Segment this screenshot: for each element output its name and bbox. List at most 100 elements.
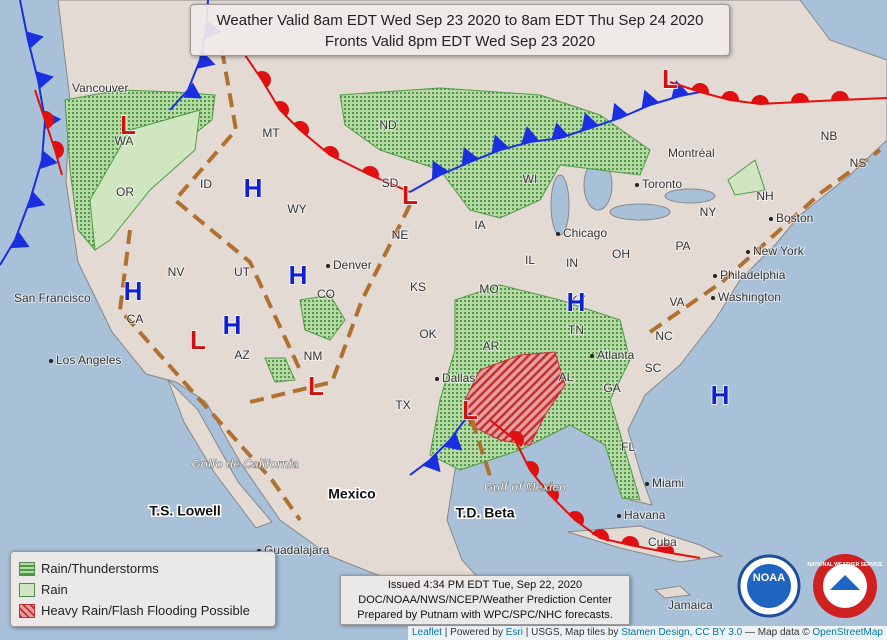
city-dot <box>435 377 439 381</box>
header-line: Weather Valid 8am EDT Wed Sep 23 2020 to… <box>216 12 704 29</box>
storm-label: T.S. Lowell <box>149 503 221 519</box>
city-label: New York <box>753 244 805 258</box>
legend-item: Heavy Rain/Flash Flooding Possible <box>19 600 267 621</box>
header-line: Fronts Valid 8pm EDT Wed Sep 23 2020 <box>324 33 596 50</box>
city-label: Vancouver <box>72 81 128 95</box>
state-label: OR <box>116 185 134 199</box>
troughs <box>117 49 882 522</box>
state-label: KS <box>410 280 426 294</box>
state-label: MT <box>262 126 280 140</box>
state-label: NB <box>821 129 838 143</box>
state-label: NV <box>168 265 185 279</box>
city-label: Boston <box>776 211 813 225</box>
osm-link[interactable]: OpenStreetMap <box>812 627 883 638</box>
high-pressure: H <box>711 380 730 410</box>
state-label: SD <box>382 176 399 190</box>
attribution: Leaflet | Powered by Esri | USGS, Map ti… <box>407 626 887 640</box>
state-label: AZ <box>234 348 249 362</box>
stamen-link[interactable]: Stamen Design <box>621 627 690 638</box>
issued-line: Prepared by Putnam with WPC/SPC/NHC fore… <box>357 609 613 621</box>
legend-label: Rain <box>41 582 68 597</box>
state-label: GA <box>603 381 620 395</box>
state-label: TN <box>568 323 584 337</box>
city-label: Cuba <box>648 535 677 549</box>
attribution-text: | Powered by <box>444 627 503 638</box>
header-box: Weather Valid 8am EDT Wed Sep 23 2020 to… <box>190 4 730 56</box>
city-label: Atlanta <box>597 348 635 362</box>
city-label: San Francisco <box>14 291 91 305</box>
city-label: Toronto <box>642 177 682 191</box>
low-pressure: L <box>190 325 206 355</box>
low-pressure: L <box>402 180 418 210</box>
water-label: Golfo de California <box>191 457 299 471</box>
city-dot <box>590 354 594 358</box>
city-dot <box>769 217 773 221</box>
city-label: Havana <box>624 508 666 522</box>
state-label: NY <box>700 205 717 219</box>
legend-label: Rain/Thunderstorms <box>41 561 159 576</box>
storm-label: T.D. Beta <box>455 505 514 521</box>
city-dot <box>746 250 750 254</box>
noaa-logo-text: NOAA <box>753 572 785 584</box>
cc-link[interactable]: CC BY 3.0 <box>695 627 743 638</box>
legend-item: Rain <box>19 579 267 600</box>
state-label: SC <box>645 361 662 375</box>
legend-swatch <box>19 561 35 576</box>
state-label: WA <box>115 134 134 148</box>
legend: Rain/Thunderstorms Rain Heavy Rain/Flash… <box>10 551 276 627</box>
issued-line: DOC/NOAA/NWS/NCEP/Weather Prediction Cen… <box>358 594 612 606</box>
city-label: Dallas <box>442 371 475 385</box>
low-pressure: L <box>462 395 478 425</box>
state-label: NM <box>304 349 323 363</box>
baja <box>167 379 273 529</box>
high-pressure: H <box>124 276 143 306</box>
attribution-text: | USGS, Map tiles by <box>525 627 619 638</box>
state-label: IN <box>566 256 578 270</box>
state-label: CO <box>317 287 335 301</box>
city-label: Los Angeles <box>56 353 121 367</box>
high-pressure: H <box>289 260 308 290</box>
jamaica <box>653 585 692 599</box>
state-label: PA <box>675 239 690 253</box>
city-label: Jamaica <box>668 598 713 612</box>
state-label: OH <box>612 247 630 261</box>
state-label: FL <box>621 440 635 454</box>
city-dot <box>617 514 621 518</box>
state-label: MO <box>479 282 498 296</box>
legend-swatch <box>19 582 35 597</box>
state-label: OK <box>419 327 436 341</box>
legend-item: Rain/Thunderstorms <box>19 558 267 579</box>
esri-link[interactable]: Esri <box>505 627 523 638</box>
city-label: Montréal <box>668 146 715 160</box>
city-dot <box>635 183 639 187</box>
city-dot <box>713 274 717 278</box>
issued-box: Issued 4:34 PM EDT Tue, Sep 22, 2020 DOC… <box>340 575 630 625</box>
city-dot <box>326 264 330 268</box>
city-dot <box>645 482 649 486</box>
state-label: IA <box>474 218 485 232</box>
city-label: Chicago <box>563 226 607 240</box>
state-label: WI <box>523 172 538 186</box>
noaa-logo: NOAA <box>737 554 801 618</box>
state-label: VA <box>669 295 684 309</box>
low-pressure: L <box>662 64 678 94</box>
state-label: IL <box>525 253 535 267</box>
state-label: NE <box>392 228 409 242</box>
legend-label: Heavy Rain/Flash Flooding Possible <box>41 603 250 618</box>
state-label: NC <box>655 329 673 343</box>
issued-line: Issued 4:34 PM EDT Tue, Sep 22, 2020 <box>387 579 583 591</box>
state-label: AR <box>483 339 500 353</box>
leaflet-link[interactable]: Leaflet <box>411 627 443 638</box>
country-label: Mexico <box>328 486 375 502</box>
state-label: WY <box>287 202 306 216</box>
state-label: TX <box>395 398 410 412</box>
city-dot <box>49 359 53 363</box>
state-label: NS <box>850 156 867 170</box>
state-label: AL <box>559 370 574 384</box>
low-pressure: L <box>120 110 136 140</box>
attribution-text: — Map data © <box>744 627 810 638</box>
high-pressure: H <box>223 310 242 340</box>
state-label: UT <box>234 265 251 279</box>
state-label: ND <box>379 118 397 132</box>
city-label: Guadalajara <box>264 543 330 557</box>
